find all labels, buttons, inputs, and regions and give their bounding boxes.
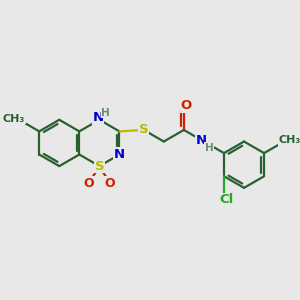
Text: N: N — [196, 134, 207, 147]
Text: H: H — [205, 143, 213, 153]
Text: H: H — [101, 108, 110, 118]
Text: O: O — [83, 177, 94, 190]
Text: S: S — [94, 160, 104, 172]
Text: O: O — [105, 177, 116, 190]
Text: O: O — [181, 99, 192, 112]
Text: Cl: Cl — [219, 194, 233, 206]
Text: CH₃: CH₃ — [3, 114, 25, 124]
Text: N: N — [114, 148, 125, 161]
Text: S: S — [139, 123, 148, 136]
Text: N: N — [92, 111, 104, 124]
Text: CH₃: CH₃ — [278, 135, 300, 145]
